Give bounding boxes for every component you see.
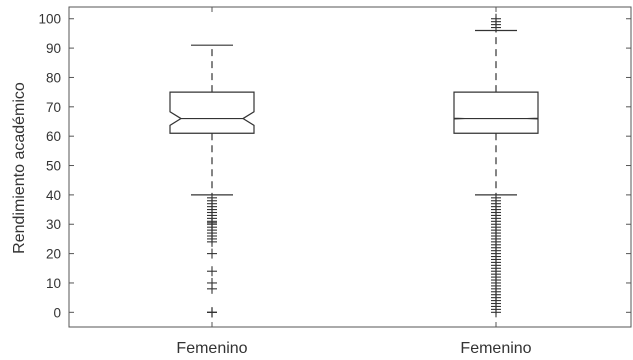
y-tick-label-20: 20: [46, 247, 61, 262]
y-tick-label-80: 80: [46, 70, 61, 85]
y-tick-label-70: 70: [46, 100, 61, 115]
box-1: [453, 91, 539, 134]
x-category-label-0: Femenino: [176, 340, 247, 357]
y-axis-title: Rendimiento académico: [11, 82, 28, 254]
y-tick-label-100: 100: [38, 12, 61, 27]
outlier-marker: [207, 266, 217, 277]
outlier-marker: [207, 248, 217, 259]
y-tick-label-0: 0: [53, 305, 61, 320]
y-tick-label-90: 90: [46, 41, 61, 56]
outlier-marker: [207, 277, 217, 288]
axes-layer: [68, 6, 632, 328]
outlier-marker: [207, 192, 217, 203]
outlier-marker: [491, 13, 501, 24]
outlier-marker: [491, 192, 501, 203]
box-0: [169, 91, 255, 134]
outlier-marker: [207, 307, 217, 318]
y-tick-label-50: 50: [46, 159, 61, 174]
plot-frame: [68, 6, 632, 328]
y-tick-label-60: 60: [46, 129, 61, 144]
y-tick-label-40: 40: [46, 188, 61, 203]
y-tick-label-10: 10: [46, 276, 61, 291]
labels-layer: 0 10 20 30 40 50 60 70 80 90 100 Femenino Femenino: [38, 12, 531, 357]
y-tick-label-30: 30: [46, 217, 61, 232]
marks-layer: [169, 13, 539, 318]
x-category-label-1: Femenino: [460, 340, 531, 357]
